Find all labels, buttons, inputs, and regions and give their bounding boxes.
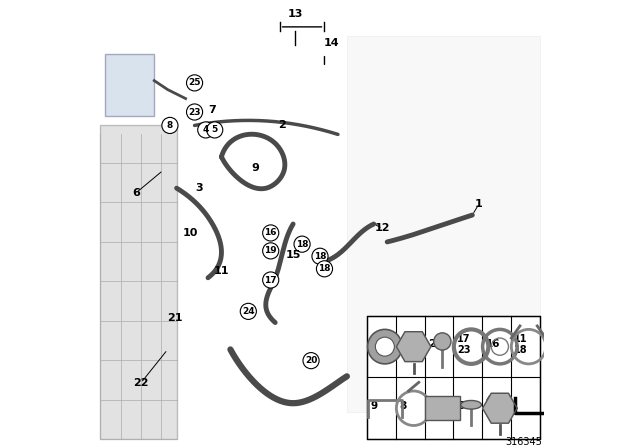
Text: 21: 21	[166, 313, 182, 323]
Text: 20: 20	[428, 340, 443, 349]
Circle shape	[434, 333, 451, 350]
Text: 16: 16	[486, 340, 500, 349]
Text: 4: 4	[486, 395, 492, 405]
Text: 19: 19	[486, 407, 499, 417]
Circle shape	[262, 272, 279, 288]
Text: 22: 22	[133, 378, 148, 388]
Text: 17: 17	[264, 276, 277, 284]
Text: 5: 5	[457, 401, 464, 411]
Text: 15: 15	[285, 250, 301, 260]
Text: 12: 12	[375, 224, 390, 233]
Text: 7: 7	[209, 105, 216, 115]
Text: 11: 11	[515, 334, 528, 344]
Circle shape	[186, 75, 203, 91]
Text: 1: 1	[475, 199, 483, 209]
Text: 18: 18	[515, 345, 528, 355]
Text: 16: 16	[264, 228, 277, 237]
Text: 19: 19	[264, 246, 277, 255]
Bar	[425, 396, 460, 420]
Text: 5: 5	[212, 125, 218, 134]
Polygon shape	[396, 332, 431, 362]
Circle shape	[376, 337, 394, 356]
Circle shape	[294, 236, 310, 252]
Text: 18: 18	[318, 264, 331, 273]
Text: 14: 14	[323, 38, 339, 47]
Circle shape	[198, 122, 214, 138]
Text: 316345: 316345	[505, 437, 541, 447]
Text: 9: 9	[251, 163, 259, 173]
Text: 2: 2	[278, 121, 286, 130]
Text: 20: 20	[305, 356, 317, 365]
Text: 8: 8	[167, 121, 173, 130]
Text: 18: 18	[296, 240, 308, 249]
Text: 11: 11	[214, 266, 229, 276]
Circle shape	[367, 329, 402, 364]
Circle shape	[240, 303, 257, 319]
Text: 25: 25	[188, 78, 201, 87]
Text: 27: 27	[371, 340, 385, 349]
Text: 7: 7	[428, 401, 435, 411]
Circle shape	[316, 261, 333, 277]
Polygon shape	[100, 125, 177, 439]
Circle shape	[207, 122, 223, 138]
Ellipse shape	[461, 401, 481, 409]
Text: 4: 4	[203, 125, 209, 134]
Polygon shape	[483, 393, 517, 423]
Text: 18: 18	[314, 252, 326, 261]
Text: 25: 25	[399, 340, 414, 349]
Circle shape	[262, 225, 279, 241]
Circle shape	[312, 248, 328, 264]
Polygon shape	[347, 36, 540, 412]
Circle shape	[162, 117, 178, 134]
Polygon shape	[105, 54, 154, 116]
Text: 23: 23	[188, 108, 201, 116]
Circle shape	[186, 104, 203, 120]
Text: 10: 10	[182, 228, 198, 238]
Circle shape	[303, 353, 319, 369]
Text: 6: 6	[132, 188, 140, 198]
Text: 23: 23	[457, 345, 470, 355]
Text: 13: 13	[287, 9, 303, 19]
Text: 3: 3	[195, 183, 203, 193]
Text: 9: 9	[371, 401, 378, 411]
Text: 8: 8	[399, 401, 406, 411]
Text: 24: 24	[242, 307, 255, 316]
FancyBboxPatch shape	[367, 316, 540, 439]
Circle shape	[262, 243, 279, 259]
Text: 17: 17	[457, 334, 470, 344]
